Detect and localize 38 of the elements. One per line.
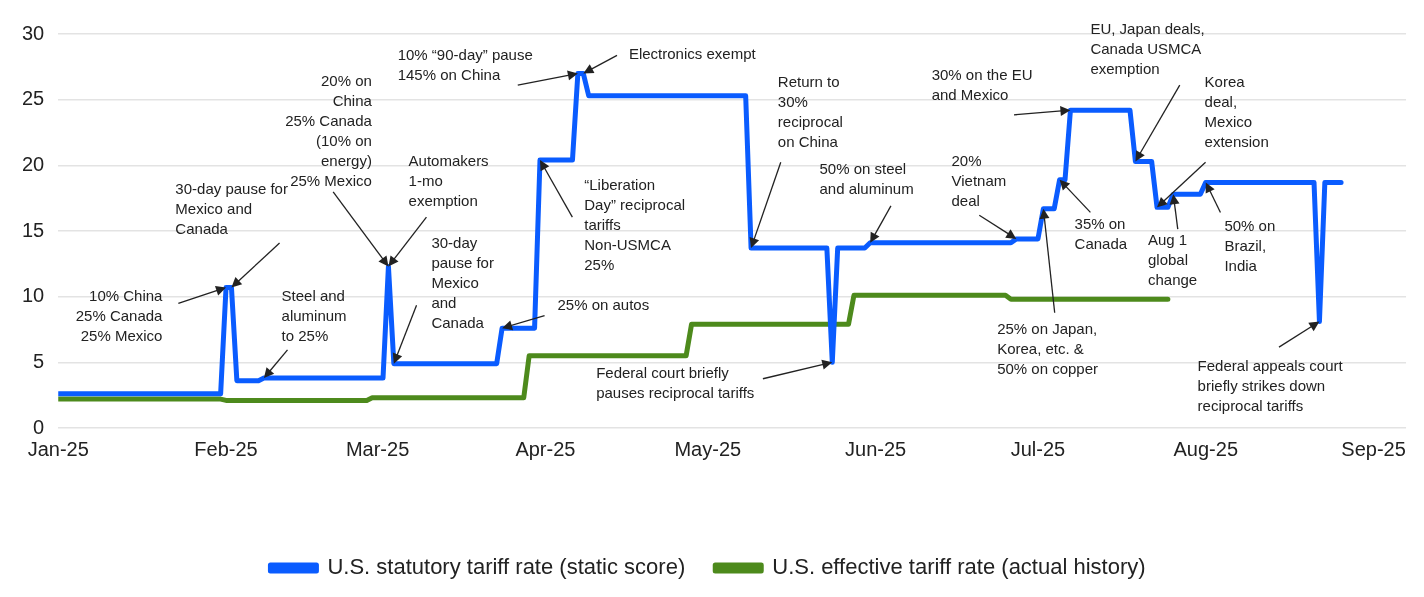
- annotation: 10% China 25% Canada 25% Mexico: [75, 287, 164, 345]
- annotation: Automakers 1-mo exemption: [408, 152, 489, 210]
- annotation: 50% on Brazil, India: [1224, 217, 1276, 275]
- annotation: Federal appeals court briefly strikes down reciprocal tariffs: [1197, 356, 1344, 414]
- x-tick-label: Jul-25: [1010, 437, 1066, 460]
- x-tick-label: Jun-25: [845, 437, 907, 460]
- legend-label: U.S. statutory tariff rate (static score): [327, 554, 686, 580]
- x-tick-label: Mar-25: [345, 437, 410, 460]
- annotation: 25% on Japan, Korea, etc. & 50% on copper: [997, 319, 1099, 377]
- annotation: 10% “90-day” pause 145% on China: [397, 45, 533, 83]
- y-tick-label: 20: [22, 152, 45, 175]
- annotation: Steel and aluminum to 25%: [281, 287, 347, 345]
- annotation: Return to 30% reciprocal on China: [777, 73, 843, 151]
- annotation: Electronics exempt: [628, 44, 757, 62]
- x-tick-label: Sep-25: [1341, 437, 1406, 460]
- y-tick-label: 15: [22, 218, 45, 241]
- y-tick-label: 0: [33, 415, 45, 438]
- annotation: Federal court briefly pauses reciprocal tariffs: [596, 364, 755, 402]
- annotation: EU, Japan deals, Canada USMCA exemption: [1090, 19, 1205, 77]
- legend-label: U.S. effective tariff rate (actual history): [772, 554, 1146, 580]
- annotation: Korea deal, Mexico extension: [1204, 73, 1269, 151]
- annotation: Aug 1 global change: [1147, 231, 1198, 289]
- annotation: 20% Vietnam deal: [951, 152, 1007, 210]
- x-tick-label: Feb-25: [194, 437, 258, 460]
- annotation: 30-day pause for Mexico and Canada: [431, 234, 494, 332]
- y-tick-label: 10: [22, 284, 45, 307]
- x-tick-label: Apr-25: [515, 437, 576, 460]
- x-tick-label: Jan-25: [27, 437, 89, 460]
- annotation: 30% on the EU and Mexico: [931, 66, 1033, 104]
- annotation: “Liberation Day” reciprocal tariffs Non-USMCA 25%: [584, 175, 686, 273]
- annotation: 25% on autos: [557, 295, 650, 313]
- y-tick-label: 30: [22, 21, 45, 44]
- y-tick-label: 25: [22, 87, 45, 110]
- x-tick-label: Aug-25: [1173, 437, 1239, 460]
- y-tick-label: 5: [33, 349, 45, 372]
- annotation: 50% on steel and aluminum: [819, 159, 914, 197]
- annotation: 35% on Canada: [1074, 214, 1128, 252]
- x-tick-label: May-25: [674, 437, 742, 460]
